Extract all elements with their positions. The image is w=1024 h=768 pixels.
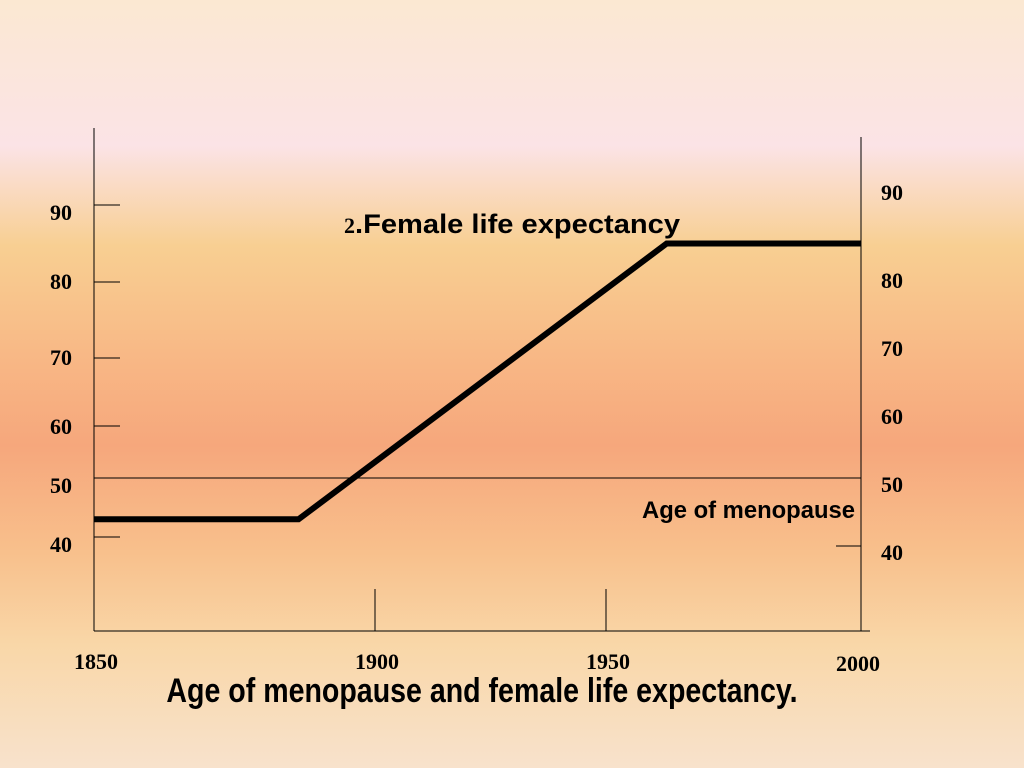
right-y-tick-label-60: 60 [881,404,903,429]
series-label-prefix: 2 [344,213,355,238]
x-tick-label-1850: 1850 [74,649,118,674]
series-label-text: .Female life expectancy [355,209,680,239]
series-label-age-of-menopause: Age of menopause [642,497,855,524]
x-tick-label-2000: 2000 [836,651,880,676]
left-y-tick-label-50: 50 [50,473,72,498]
left-y-tick-label-90: 90 [50,200,72,225]
right-y-tick-label-70: 70 [881,336,903,361]
chart-labels: 90 80 70 60 50 40 90 80 70 60 50 40 1850 1900 1950 2000… [50,180,903,676]
chart-ticks [94,204,861,631]
left-y-tick-label-80: 80 [50,269,72,294]
series-line-female-life-expectancy [94,240,861,523]
series-label-female-life-expectancy: 2.Female life expectancy [344,209,680,239]
right-y-tick-label-80: 80 [881,268,903,293]
right-y-tick-label-40: 40 [881,540,903,565]
chart-axes [93,128,870,632]
right-y-tick-label-50: 50 [881,472,903,497]
chart-series [94,240,861,523]
left-y-tick-label-60: 60 [50,414,72,439]
slide-title: Age of menopause and female life expecta… [166,672,798,710]
x-tick-label-1900: 1900 [355,649,399,674]
left-y-tick-label-70: 70 [50,345,72,370]
right-y-tick-label-90: 90 [881,180,903,205]
left-y-tick-label-40: 40 [50,532,72,557]
x-tick-label-1950: 1950 [586,649,630,674]
